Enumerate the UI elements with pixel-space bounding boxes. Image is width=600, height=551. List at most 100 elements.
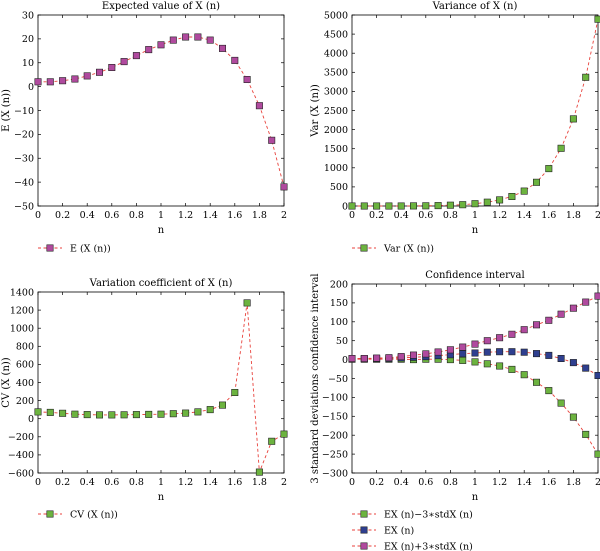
legend-marker: [360, 244, 368, 252]
x-tick-label: 0.2: [369, 477, 384, 488]
x-tick-label: 0: [349, 477, 355, 488]
data-point: [59, 409, 67, 417]
data-point: [397, 353, 405, 361]
chart-panel-3: 0 0.2 0.4 0.6 0.8 1 1.2 1.4 1.6 1.8 2 −600 −400 −200 0…: [1, 278, 288, 521]
chart-title: Expected value of X (n): [102, 1, 220, 12]
data-point: [471, 358, 479, 366]
data-point: [545, 165, 553, 173]
x-tick-label: 1.2: [178, 477, 193, 488]
y-tick-label: 1500: [324, 144, 348, 155]
data-point: [496, 196, 504, 204]
y-tick-label: 5000: [324, 10, 348, 21]
series-1: [348, 15, 600, 210]
y-tick-label: 10: [22, 58, 34, 69]
x-tick-label: 0.6: [104, 477, 119, 488]
series-line: [37, 302, 285, 473]
data-point: [422, 202, 430, 210]
data-point: [219, 401, 227, 409]
x-tick-label: 0.8: [443, 210, 458, 221]
data-point: [459, 350, 467, 358]
y-tick-label: −150: [322, 412, 348, 423]
x-tick-label: 0.4: [394, 477, 409, 488]
y-tick-label: 0: [342, 201, 348, 212]
data-point: [373, 202, 381, 210]
data-point: [520, 371, 528, 379]
y-axis-label: Var (X (n)): [310, 84, 321, 138]
data-point: [373, 354, 381, 362]
data-point: [496, 348, 504, 356]
data-point: [46, 408, 54, 416]
x-tick-label: 1.8: [252, 210, 267, 221]
data-point: [83, 72, 91, 80]
x-tick-label: 1.2: [492, 210, 507, 221]
y-tick-label: −300: [322, 468, 348, 479]
x-tick-label: 2: [595, 477, 600, 488]
data-point: [194, 33, 202, 41]
y-tick-label: 30: [22, 10, 34, 21]
x-tick-label: 0.4: [80, 210, 95, 221]
chart-panel-1: 0 0.2 0.4 0.6 0.8 1 1.2 1.4 1.6 1.8 2 −50 −40 −30 −20 −…: [1, 1, 288, 255]
legend: E (X (n)): [38, 244, 111, 255]
data-point: [582, 73, 590, 81]
data-point: [206, 406, 214, 414]
x-tick-label: 0.8: [443, 477, 458, 488]
x-tick-label: 1.8: [566, 477, 581, 488]
y-tick-label: 600: [16, 360, 34, 371]
x-axis-label: n: [472, 492, 479, 503]
data-point: [120, 411, 128, 419]
y-tick-label: 1400: [10, 287, 34, 298]
data-point: [348, 202, 356, 210]
data-point: [243, 76, 251, 84]
y-tick-label: −200: [8, 432, 34, 443]
legend-marker: [360, 526, 368, 534]
x-tick-label: 0.8: [129, 210, 144, 221]
data-point: [508, 365, 516, 373]
y-tick-label: 4500: [324, 29, 348, 40]
chart-title: Confidence interval: [425, 270, 524, 281]
data-point: [569, 359, 577, 367]
data-point: [59, 77, 67, 85]
y-tick-label: 100: [330, 317, 348, 328]
legend-label: EX (n): [384, 526, 414, 537]
x-tick-label: 0: [35, 210, 41, 221]
data-point: [255, 102, 263, 110]
y-tick-label: −400: [8, 450, 34, 461]
data-point: [268, 136, 276, 144]
x-axis-label: n: [472, 225, 479, 236]
y-tick-label: −600: [8, 468, 34, 479]
x-tick-label: 1.4: [517, 210, 532, 221]
data-point: [446, 201, 454, 209]
data-point: [145, 410, 153, 418]
y-tick-label: −100: [322, 393, 348, 404]
y-tick-label: −40: [14, 177, 34, 188]
x-tick-label: 0.6: [418, 477, 433, 488]
data-point: [132, 411, 140, 419]
data-point: [557, 399, 565, 407]
data-point: [157, 41, 165, 49]
plot-frame: [37, 291, 285, 474]
data-point: [545, 351, 553, 359]
y-tick-label: 2500: [324, 106, 348, 117]
x-tick-label: 1.6: [227, 477, 242, 488]
y-tick-label: 50: [336, 336, 348, 347]
data-point: [471, 340, 479, 348]
x-tick-label: 0.2: [55, 210, 70, 221]
x-tick-label: 1.6: [227, 210, 242, 221]
legend-label: CV (X (n)): [70, 510, 118, 521]
data-point: [96, 68, 104, 76]
data-point: [231, 56, 239, 64]
data-point: [231, 388, 239, 396]
legend-marker: [46, 510, 54, 518]
x-tick-label: 2: [281, 210, 287, 221]
x-tick-label: 0.8: [129, 477, 144, 488]
data-point: [385, 354, 393, 362]
data-point: [169, 36, 177, 44]
data-point: [483, 360, 491, 368]
data-point: [182, 409, 190, 417]
x-tick-label: 0.6: [104, 210, 119, 221]
data-point: [496, 362, 504, 370]
data-point: [483, 198, 491, 206]
y-axis-label: CV (X (n)): [1, 357, 12, 407]
legend-label: E (X (n)): [70, 244, 111, 255]
